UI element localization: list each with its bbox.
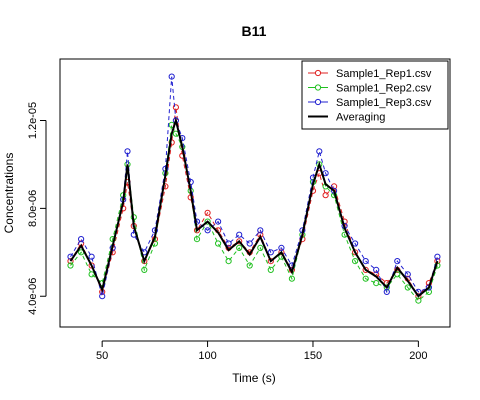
data-point bbox=[257, 227, 264, 234]
legend-marker bbox=[314, 69, 322, 77]
legend-marker bbox=[314, 98, 322, 106]
data-point bbox=[215, 240, 222, 247]
series-layer bbox=[67, 73, 441, 304]
data-point bbox=[172, 104, 179, 111]
legend-label: Sample1_Rep2.csv bbox=[336, 83, 432, 95]
x-axis: 50 100 150 200 bbox=[96, 340, 428, 362]
data-point bbox=[288, 275, 295, 282]
x-tick-label: 150 bbox=[304, 350, 322, 362]
data-point bbox=[225, 240, 232, 247]
x-tick-label: 50 bbox=[96, 350, 108, 362]
data-point bbox=[394, 258, 401, 265]
data-point bbox=[434, 253, 441, 260]
series-3 bbox=[67, 73, 441, 300]
y-tick-label: 8.0e-06 bbox=[27, 190, 39, 227]
data-point bbox=[415, 293, 422, 300]
x-tick-label: 200 bbox=[409, 350, 427, 362]
data-point bbox=[352, 258, 359, 265]
data-point bbox=[236, 238, 243, 245]
data-point bbox=[215, 218, 222, 225]
data-point bbox=[404, 271, 411, 278]
data-point bbox=[278, 244, 285, 251]
data-point bbox=[124, 148, 131, 155]
data-point bbox=[204, 218, 211, 225]
plot-frame bbox=[59, 58, 451, 328]
data-point bbox=[246, 240, 253, 247]
data-point bbox=[246, 262, 253, 269]
data-point bbox=[362, 275, 369, 282]
series-4 bbox=[69, 116, 439, 298]
chart-title: B11 bbox=[242, 23, 267, 39]
data-point bbox=[88, 253, 95, 260]
series-line bbox=[70, 76, 438, 297]
legend-label: Sample1_Rep1.csv bbox=[336, 68, 432, 80]
data-point bbox=[99, 293, 106, 300]
legend-label: Sample1_Rep3.csv bbox=[336, 97, 432, 109]
legend-box bbox=[301, 60, 449, 130]
data-point bbox=[278, 249, 285, 256]
data-point bbox=[204, 227, 211, 234]
y-axis-label: Concentrations bbox=[2, 153, 16, 234]
data-point bbox=[362, 258, 369, 265]
legend: Sample1_Rep1.csv Sample1_Rep2.csv Sample1_… bbox=[301, 60, 449, 130]
data-point bbox=[352, 249, 359, 256]
data-point bbox=[257, 244, 264, 251]
data-point bbox=[236, 231, 243, 238]
series-line bbox=[69, 116, 439, 298]
data-point bbox=[373, 266, 380, 273]
legend-label: Averaging bbox=[336, 112, 385, 124]
data-point bbox=[225, 258, 232, 265]
data-point bbox=[267, 249, 274, 256]
data-point bbox=[415, 297, 422, 304]
data-point bbox=[78, 236, 85, 243]
data-point bbox=[404, 284, 411, 291]
data-point bbox=[267, 258, 274, 265]
x-tick-label: 100 bbox=[198, 350, 216, 362]
data-point bbox=[67, 262, 74, 269]
y-axis: 4.0e-06 8.0e-06 1.2e-05 bbox=[27, 102, 47, 315]
x-axis-label: Time (s) bbox=[232, 371, 276, 385]
data-point bbox=[383, 284, 390, 291]
data-point bbox=[204, 209, 211, 216]
data-point bbox=[322, 192, 329, 199]
data-point bbox=[267, 266, 274, 273]
data-point bbox=[141, 266, 148, 273]
data-point bbox=[67, 258, 74, 265]
data-point bbox=[168, 73, 175, 80]
data-point bbox=[425, 288, 432, 295]
data-point bbox=[193, 236, 201, 243]
data-point bbox=[383, 288, 390, 295]
legend-marker bbox=[314, 84, 322, 91]
y-tick-label: 1.2e-05 bbox=[27, 102, 39, 139]
data-point bbox=[362, 266, 369, 273]
data-point bbox=[316, 148, 323, 155]
data-point bbox=[236, 244, 243, 251]
data-point bbox=[88, 271, 95, 278]
data-point bbox=[373, 280, 380, 287]
data-point bbox=[352, 240, 359, 247]
y-tick-label: 4.0e-06 bbox=[27, 278, 39, 315]
